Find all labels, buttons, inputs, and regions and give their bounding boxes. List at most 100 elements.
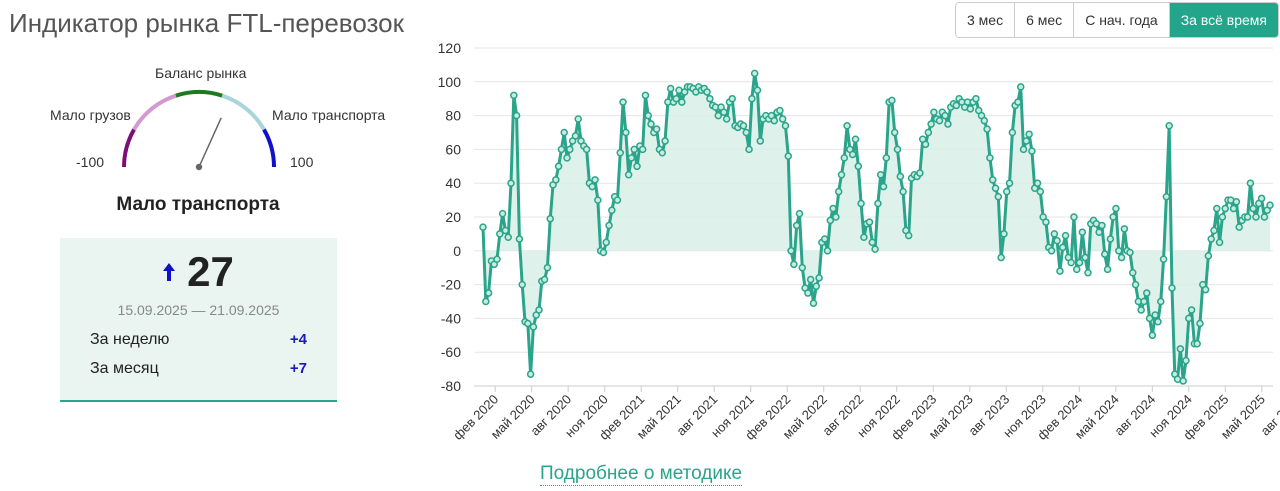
data-point bbox=[546, 214, 554, 223]
data-point bbox=[1084, 269, 1092, 277]
data-point bbox=[778, 115, 787, 123]
data-point bbox=[627, 154, 636, 162]
data-point bbox=[916, 169, 924, 177]
gauge-needle bbox=[198, 117, 222, 168]
week-change-value: +4 bbox=[289, 331, 307, 348]
data-point bbox=[1182, 356, 1190, 365]
gauge-max-label: 100 bbox=[290, 154, 314, 170]
data-point bbox=[865, 218, 874, 226]
data-point bbox=[641, 91, 650, 100]
data-point bbox=[557, 145, 566, 154]
current-value: 27 bbox=[187, 248, 234, 295]
market-state-label: Мало транспорта bbox=[116, 194, 280, 215]
y-tick-label: -20 bbox=[441, 277, 461, 293]
data-point bbox=[1252, 213, 1260, 221]
data-point bbox=[1246, 179, 1255, 187]
data-point bbox=[1067, 258, 1075, 267]
gauge-min-label: -100 bbox=[76, 154, 105, 170]
data-point bbox=[890, 128, 899, 137]
data-point bbox=[1103, 265, 1112, 274]
data-point bbox=[739, 121, 748, 130]
data-point bbox=[882, 154, 891, 162]
data-point bbox=[1185, 314, 1193, 323]
data-point bbox=[991, 184, 1000, 193]
range-button-3m[interactable]: 3 мес bbox=[956, 3, 1016, 37]
data-point bbox=[792, 221, 801, 230]
gauge-segment bbox=[175, 90, 223, 98]
data-point bbox=[515, 235, 524, 243]
data-point bbox=[896, 172, 905, 181]
data-point bbox=[1151, 311, 1159, 319]
data-point bbox=[496, 230, 504, 238]
data-point bbox=[840, 154, 849, 162]
week-change-label: За неделю bbox=[90, 331, 170, 348]
data-point bbox=[857, 199, 865, 208]
range-button-all-time[interactable]: За всё время bbox=[1169, 3, 1279, 37]
range-button-ytd[interactable]: С нач. года bbox=[1074, 3, 1170, 37]
methodology-link[interactable]: Подробнее о методике bbox=[540, 463, 743, 486]
data-point bbox=[1165, 121, 1173, 130]
data-point bbox=[748, 94, 756, 103]
data-point bbox=[899, 187, 907, 196]
range-button-6m[interactable]: 6 мес bbox=[1015, 3, 1075, 37]
data-point bbox=[1218, 213, 1227, 221]
data-point bbox=[837, 171, 846, 179]
data-point bbox=[554, 162, 563, 171]
data-point bbox=[1243, 213, 1252, 221]
data-point bbox=[524, 319, 532, 328]
data-point bbox=[1143, 289, 1151, 297]
data-point bbox=[571, 132, 580, 140]
data-point bbox=[535, 306, 543, 314]
data-point bbox=[608, 206, 616, 214]
y-tick-label: -80 bbox=[441, 378, 461, 394]
data-point bbox=[983, 125, 991, 133]
gauge-arcs bbox=[122, 90, 276, 168]
data-point bbox=[1257, 194, 1266, 203]
data-point bbox=[1078, 228, 1087, 236]
data-point bbox=[927, 120, 935, 128]
y-tick-label: 40 bbox=[445, 175, 461, 191]
data-point bbox=[644, 111, 652, 120]
data-point bbox=[1145, 314, 1154, 323]
data-point bbox=[1014, 98, 1022, 106]
data-point bbox=[1162, 192, 1171, 201]
data-point bbox=[605, 221, 613, 230]
data-point bbox=[1000, 230, 1008, 238]
data-point bbox=[1249, 204, 1257, 213]
data-point bbox=[750, 69, 759, 78]
data-point bbox=[1098, 221, 1106, 230]
y-tick-label: -60 bbox=[441, 344, 461, 360]
data-point bbox=[613, 196, 622, 204]
data-point bbox=[1058, 243, 1067, 252]
data-point bbox=[1053, 236, 1061, 245]
data-point bbox=[776, 106, 784, 115]
data-point bbox=[988, 176, 997, 184]
data-point bbox=[1002, 187, 1011, 196]
data-point bbox=[795, 209, 804, 218]
data-point bbox=[1131, 280, 1140, 289]
data-point bbox=[591, 176, 599, 184]
data-point bbox=[652, 125, 661, 133]
data-point bbox=[815, 274, 823, 282]
market-balance-gauge: Баланс рынка Мало грузов Мало транспорта… bbox=[40, 60, 400, 190]
data-point bbox=[941, 111, 949, 120]
gauge-segment bbox=[132, 93, 177, 131]
data-point bbox=[1005, 179, 1014, 187]
gauge-hub bbox=[195, 163, 203, 171]
data-point bbox=[566, 145, 574, 154]
data-point bbox=[826, 216, 835, 225]
data-point bbox=[619, 98, 627, 106]
data-point bbox=[1201, 285, 1210, 294]
data-point bbox=[823, 247, 832, 255]
data-point bbox=[904, 231, 913, 240]
data-point bbox=[834, 187, 843, 196]
data-point bbox=[1266, 201, 1274, 209]
data-point bbox=[1159, 255, 1168, 263]
data-point bbox=[806, 275, 815, 284]
data-point bbox=[879, 182, 888, 191]
data-point bbox=[1193, 340, 1201, 348]
data-point bbox=[1215, 238, 1224, 247]
data-point bbox=[1033, 179, 1042, 187]
data-point bbox=[1117, 253, 1126, 262]
data-point bbox=[594, 196, 602, 204]
